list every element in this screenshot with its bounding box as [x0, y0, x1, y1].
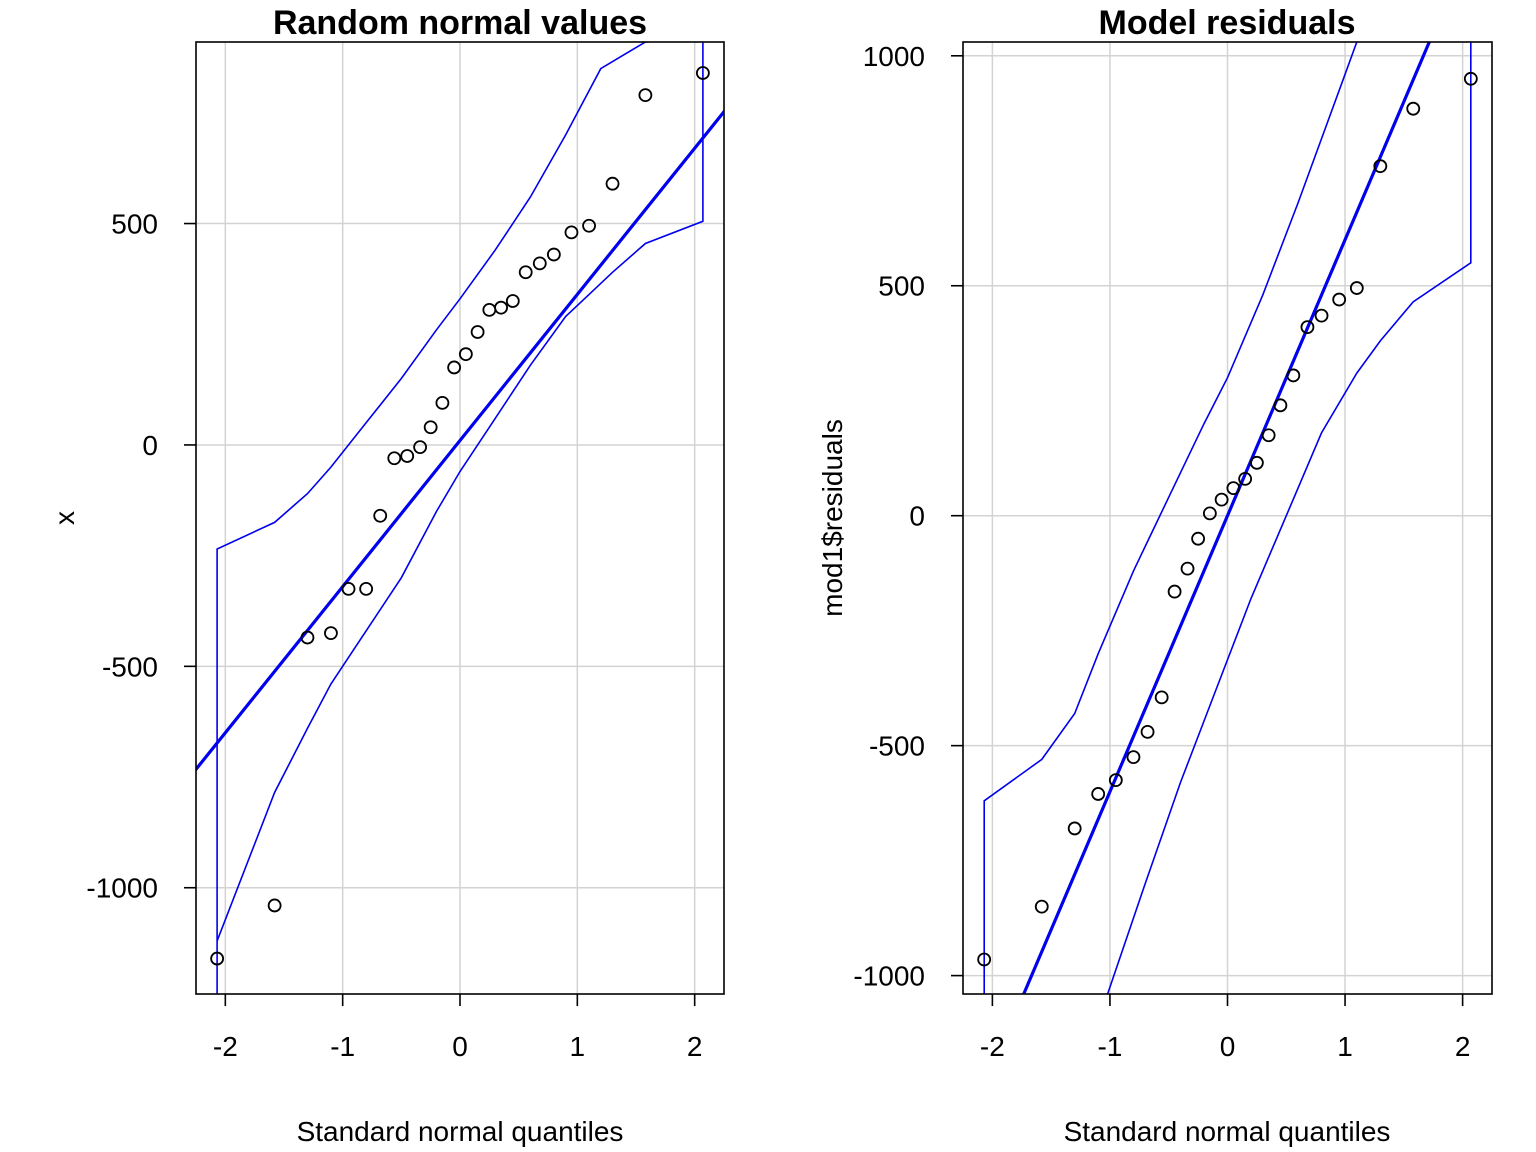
data-point	[341, 581, 356, 596]
y-axis-label: mod1$residuals	[817, 419, 848, 617]
data-point	[605, 176, 620, 191]
data-point	[1238, 472, 1253, 486]
data-point	[582, 218, 596, 233]
data-point	[1067, 821, 1082, 836]
x-axis-label: Standard normal quantiles	[297, 1116, 624, 1147]
data-point	[387, 451, 402, 466]
data-point	[435, 395, 450, 410]
x-tick-label: 1	[570, 1031, 586, 1062]
data-point	[1273, 398, 1288, 413]
x-tick-label: 0	[452, 1031, 468, 1062]
data-point	[458, 347, 473, 362]
data-point	[300, 630, 315, 645]
x-tick-label: -2	[213, 1031, 238, 1062]
data-point	[1140, 724, 1155, 739]
confidence-envelope-lower	[216, 42, 704, 942]
data-point	[400, 449, 415, 463]
y-tick-label: 1000	[863, 41, 925, 72]
plot-area	[196, 42, 724, 994]
data-point	[1300, 320, 1315, 335]
data-point	[1091, 787, 1106, 801]
data-point	[1214, 492, 1229, 507]
data-point	[1034, 899, 1049, 914]
confidence-envelope-lower	[1106, 42, 1472, 994]
y-tick-label: 0	[142, 430, 158, 461]
data-point	[505, 294, 520, 308]
qq-plot-random-normal-values: -2 -1 0 1 2 -1000 -500 0 500 Random normal values…	[49, 4, 725, 1147]
data-point	[447, 360, 462, 375]
y-tick-label: -500	[102, 651, 158, 682]
data-point	[1180, 561, 1195, 576]
data-point	[1314, 308, 1329, 323]
data-point	[324, 626, 338, 641]
y-tick-label: 0	[909, 501, 925, 532]
y-tick-label: -1000	[853, 961, 925, 992]
data-point	[1332, 292, 1347, 307]
x-axis-label: Standard normal quantiles	[1064, 1116, 1391, 1147]
data-point	[532, 256, 547, 271]
x-tick-label: 0	[1220, 1031, 1236, 1062]
data-point	[470, 325, 485, 339]
data-point	[638, 88, 653, 103]
y-axis-label: x	[49, 511, 80, 525]
data-point	[373, 508, 388, 523]
data-point	[695, 66, 710, 80]
qq-plot-model-residuals: -2 -1 0 1 2 -1000 -500 0 500 1000 Model residuals S…	[817, 4, 1493, 1147]
data-point	[1261, 428, 1276, 443]
data-point	[1167, 584, 1182, 599]
chart-title: Model residuals	[1099, 4, 1356, 42]
data-point	[518, 265, 533, 280]
data-point	[1373, 159, 1388, 174]
data-point	[977, 952, 992, 967]
data-point	[423, 420, 438, 435]
chart-title: Random normal values	[273, 4, 647, 42]
data-point	[1286, 368, 1301, 383]
data-point	[1406, 101, 1421, 116]
x-tick-label: -1	[1097, 1031, 1122, 1062]
data-point	[1126, 750, 1141, 765]
data-point	[1249, 455, 1264, 470]
data-point	[1226, 481, 1241, 496]
data-point	[1463, 71, 1478, 86]
data-point	[267, 898, 282, 913]
x-tick-label: 2	[1455, 1031, 1471, 1062]
data-point	[413, 440, 428, 455]
data-point	[1349, 281, 1364, 295]
data-point	[359, 581, 374, 596]
y-tick-label: 500	[111, 209, 158, 240]
data-point	[1108, 773, 1123, 788]
confidence-envelope-upper	[216, 42, 648, 994]
data-point	[494, 300, 508, 315]
y-tick-label: -500	[869, 731, 925, 762]
plot-area	[983, 42, 1472, 994]
data-point	[564, 225, 579, 240]
data-point	[1154, 690, 1169, 705]
reference-line	[196, 109, 724, 772]
confidence-envelope-upper	[983, 42, 1358, 994]
x-tick-label: 2	[687, 1031, 703, 1062]
data-point	[210, 951, 225, 966]
y-tick-label: -1000	[86, 873, 158, 904]
data-point	[1202, 506, 1217, 521]
data-point	[1191, 531, 1206, 546]
x-tick-label: -2	[980, 1031, 1005, 1062]
y-tick-label: 500	[878, 271, 925, 302]
data-point	[546, 247, 561, 262]
reference-line	[1021, 42, 1432, 994]
x-tick-label: -1	[330, 1031, 355, 1062]
x-tick-label: 1	[1337, 1031, 1353, 1062]
